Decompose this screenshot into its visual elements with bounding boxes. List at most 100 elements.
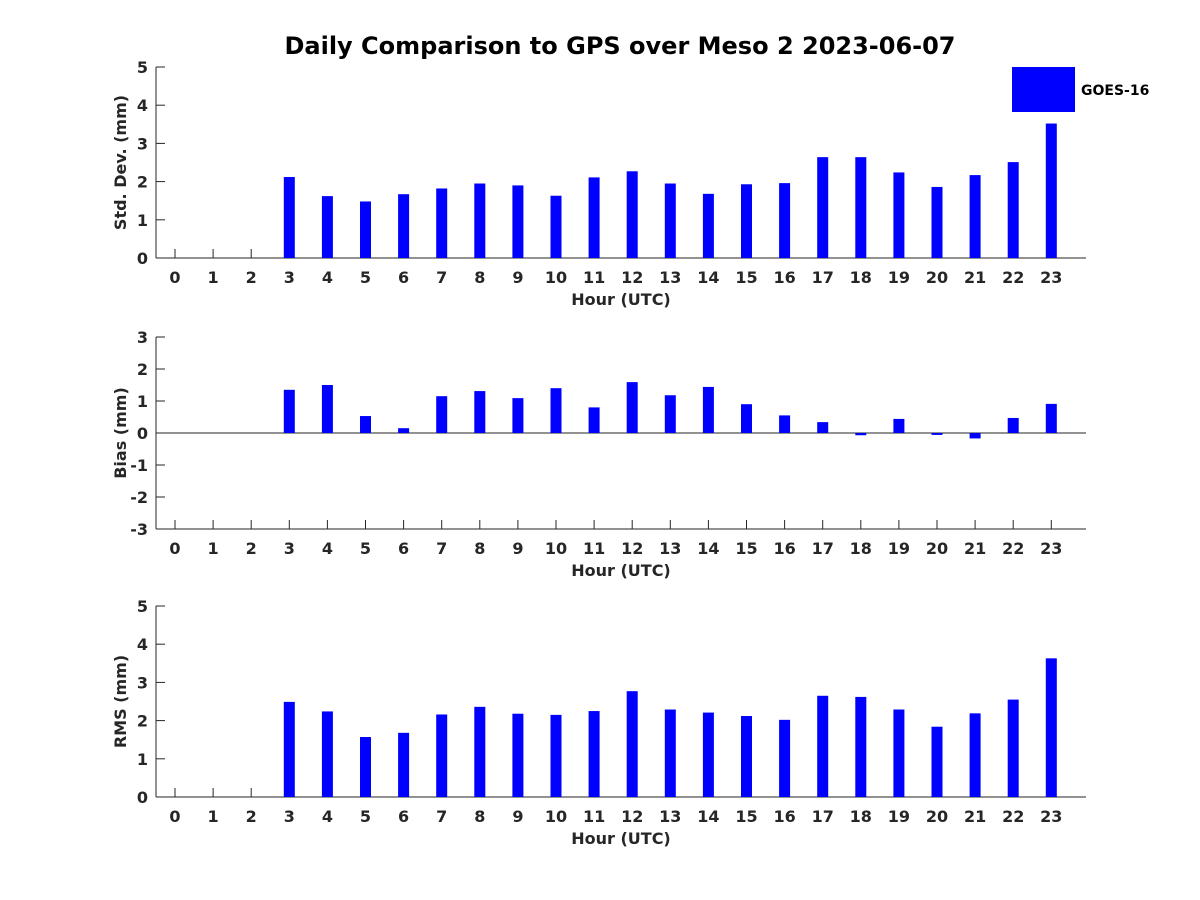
bias-xtick-label-18: 18 [850,539,872,558]
bias-xtick-label-4: 4 [322,539,333,558]
std-bar-hour-17 [817,157,829,258]
std-xtick-label-15: 15 [735,268,757,287]
chart-panels: 0 1 2 3 4 5 6 7 8 9 10 11 12 13 14 15 16 17 18 19 20 21 22 2301… [111,58,1086,848]
rms-bar-hour-22 [1007,699,1019,797]
std-xtick-label-6: 6 [398,268,409,287]
bias-xtick-label-6: 6 [398,539,409,558]
std-xtick-label-16: 16 [773,268,795,287]
bias-xtick-label-12: 12 [621,539,643,558]
bias-ytick-label-3: 3 [137,328,148,347]
bias-ytick-label-1: 1 [137,392,148,411]
rms-xtick-label-12: 12 [621,807,643,826]
std-xtick-label-11: 11 [583,268,605,287]
rms-bar-hour-18 [855,696,867,797]
std-bar-hour-18 [855,157,867,258]
std-x-axis-label: Hour (UTC) [571,290,671,309]
std-bar-hour-11 [588,177,600,258]
bias-xtick-label-14: 14 [697,539,719,558]
rms-xtick-label-15: 15 [735,807,757,826]
bias-ytick-label--3: -3 [130,520,148,539]
bias-xtick-label-7: 7 [436,539,447,558]
bias-bar-hour-4 [321,385,333,433]
std-bar-hour-3 [283,177,295,258]
bias-xtick-label-0: 0 [169,539,180,558]
std-xtick-label-20: 20 [926,268,948,287]
std-xtick-label-18: 18 [850,268,872,287]
rms-y-axis-label: RMS (mm) [111,655,130,748]
rms-xtick-label-4: 4 [322,807,333,826]
std-xtick-label-22: 22 [1002,268,1024,287]
rms-xtick-label-23: 23 [1040,807,1062,826]
bias-ytick-label--1: -1 [130,456,148,475]
std-bar-hour-14 [702,193,714,258]
rms-bar-hour-8 [474,706,486,797]
std-bar-hour-21 [969,175,981,258]
bias-xtick-label-21: 21 [964,539,986,558]
rms-bar-hour-19 [893,709,905,797]
rms-x-axis-label: Hour (UTC) [571,829,671,848]
std-ytick-label-5: 5 [137,58,148,77]
bias-xtick-label-13: 13 [659,539,681,558]
rms-ytick-label-1: 1 [137,750,148,769]
bias-xtick-label-3: 3 [284,539,295,558]
bias-bar-hour-16 [779,415,791,433]
rms-bar-hour-5 [360,737,371,797]
rms-xtick-label-9: 9 [512,807,523,826]
bias-y-axis-label: Bias (mm) [111,387,130,479]
bias-bar-hour-8 [474,391,486,433]
rms-xtick-label-0: 0 [169,807,180,826]
bias-xtick-label-23: 23 [1040,539,1062,558]
rms-bar-hour-7 [436,714,448,797]
panel-std: 0 1 2 3 4 5 6 7 8 9 10 11 12 13 14 15 16 17 18 19 20 21 22 2301… [111,58,1086,309]
std-xtick-label-9: 9 [512,268,523,287]
rms-xtick-label-3: 3 [284,807,295,826]
std-xtick-label-1: 1 [208,268,219,287]
legend-swatch-goes-16 [1012,67,1075,112]
rms-xtick-label-6: 6 [398,807,409,826]
bias-xtick-label-10: 10 [545,539,567,558]
rms-bar-hour-20 [931,726,943,797]
std-xtick-label-17: 17 [812,268,834,287]
rms-xtick-label-10: 10 [545,807,567,826]
std-bar-hour-8 [474,183,486,258]
rms-bar-hour-11 [588,711,600,797]
std-y-axis-label: Std. Dev. (mm) [111,95,130,230]
rms-xtick-label-5: 5 [360,807,371,826]
bias-xtick-label-1: 1 [208,539,219,558]
rms-bar-hour-13 [664,709,676,797]
bias-x-axis-label: Hour (UTC) [571,561,671,580]
bias-xtick-label-9: 9 [512,539,523,558]
bias-xtick-label-5: 5 [360,539,371,558]
rms-xtick-label-14: 14 [697,807,719,826]
rms-bar-hour-16 [779,719,791,797]
std-ytick-label-0: 0 [137,249,148,268]
bias-bar-hour-7 [436,396,448,433]
bias-bar-hour-23 [1045,403,1057,433]
rms-xtick-label-22: 22 [1002,807,1024,826]
bias-bar-hour-9 [512,398,524,433]
std-bar-hour-22 [1007,162,1019,258]
rms-bar-hour-15 [741,716,752,797]
bias-bar-hour-15 [741,404,752,433]
rms-bar-hour-14 [702,712,714,797]
std-ytick-label-3: 3 [137,134,148,153]
std-bar-hour-19 [893,172,905,258]
std-xtick-label-0: 0 [169,268,180,287]
std-bar-hour-15 [741,184,752,258]
rms-xtick-label-19: 19 [888,807,910,826]
std-xtick-label-3: 3 [284,268,295,287]
rms-bar-hour-9 [512,713,524,797]
std-xtick-label-13: 13 [659,268,681,287]
bias-bar-hour-11 [588,407,600,433]
std-bar-hour-10 [550,195,562,258]
std-bar-hour-7 [436,188,448,258]
std-xtick-label-10: 10 [545,268,567,287]
std-bar-hour-9 [512,185,524,258]
rms-xtick-label-21: 21 [964,807,986,826]
bias-bar-hour-22 [1007,417,1019,433]
std-bar-hour-20 [931,186,943,258]
panel-bias: 0 1 2 3 4 5 6 7 8 9 10 11 12 13 14 15 16 17 18 19 20 21 22 23-3… [111,328,1086,580]
std-bar-hour-13 [664,183,676,258]
bias-ytick-label-2: 2 [137,360,148,379]
